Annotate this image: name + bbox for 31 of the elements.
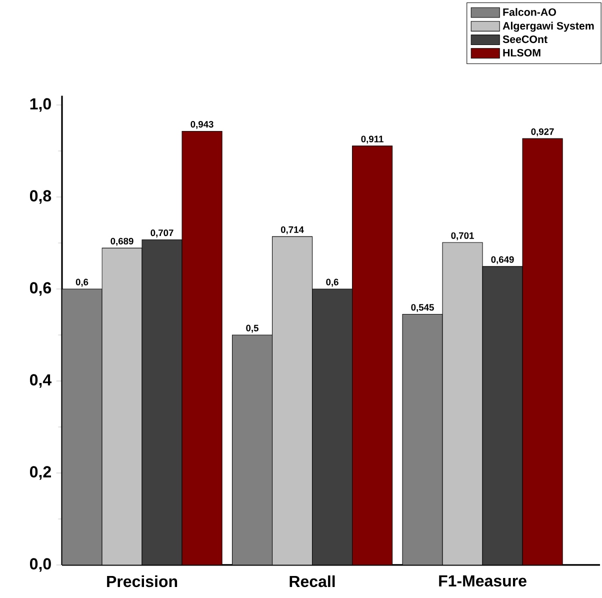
- data-label: 0,911: [361, 136, 384, 144]
- bar: [142, 239, 182, 565]
- data-label: 0,927: [531, 128, 554, 136]
- data-label: 0,689: [110, 238, 134, 246]
- y-tick-label: 0,2: [30, 466, 51, 480]
- legend-label: HLSOM: [503, 48, 540, 57]
- data-label: 0,649: [491, 256, 514, 264]
- data-label: 0,6: [76, 278, 88, 287]
- data-label: 0,714: [280, 226, 304, 234]
- y-tick-label: 0,4: [30, 374, 52, 388]
- legend-label: SeeCOnt: [502, 36, 548, 44]
- bar: [182, 130, 222, 565]
- y-tick-label: 1,0: [30, 98, 51, 112]
- x-tick-label: Recall: [290, 575, 335, 588]
- data-label: 0,545: [411, 304, 434, 312]
- data-label: 0,5: [246, 324, 258, 333]
- y-tick-label: 0,6: [30, 282, 52, 296]
- y-tick-label: 0,8: [30, 190, 52, 204]
- y-tick-label: 0,0: [30, 558, 51, 572]
- x-tick-label: F1-Measure: [439, 575, 526, 587]
- data-label: 0,701: [451, 232, 474, 240]
- x-tick-label: Precision: [107, 575, 178, 588]
- data-label: 0,943: [190, 120, 214, 129]
- bar: [312, 288, 353, 565]
- data-label: 0,707: [150, 230, 174, 238]
- legend-label: Falcon-AO: [503, 8, 556, 16]
- bar: [352, 146, 393, 565]
- data-label: 0,6: [326, 278, 338, 287]
- bar: [482, 266, 523, 565]
- bar: [522, 138, 563, 565]
- legend-label: Algergawi System: [502, 22, 594, 32]
